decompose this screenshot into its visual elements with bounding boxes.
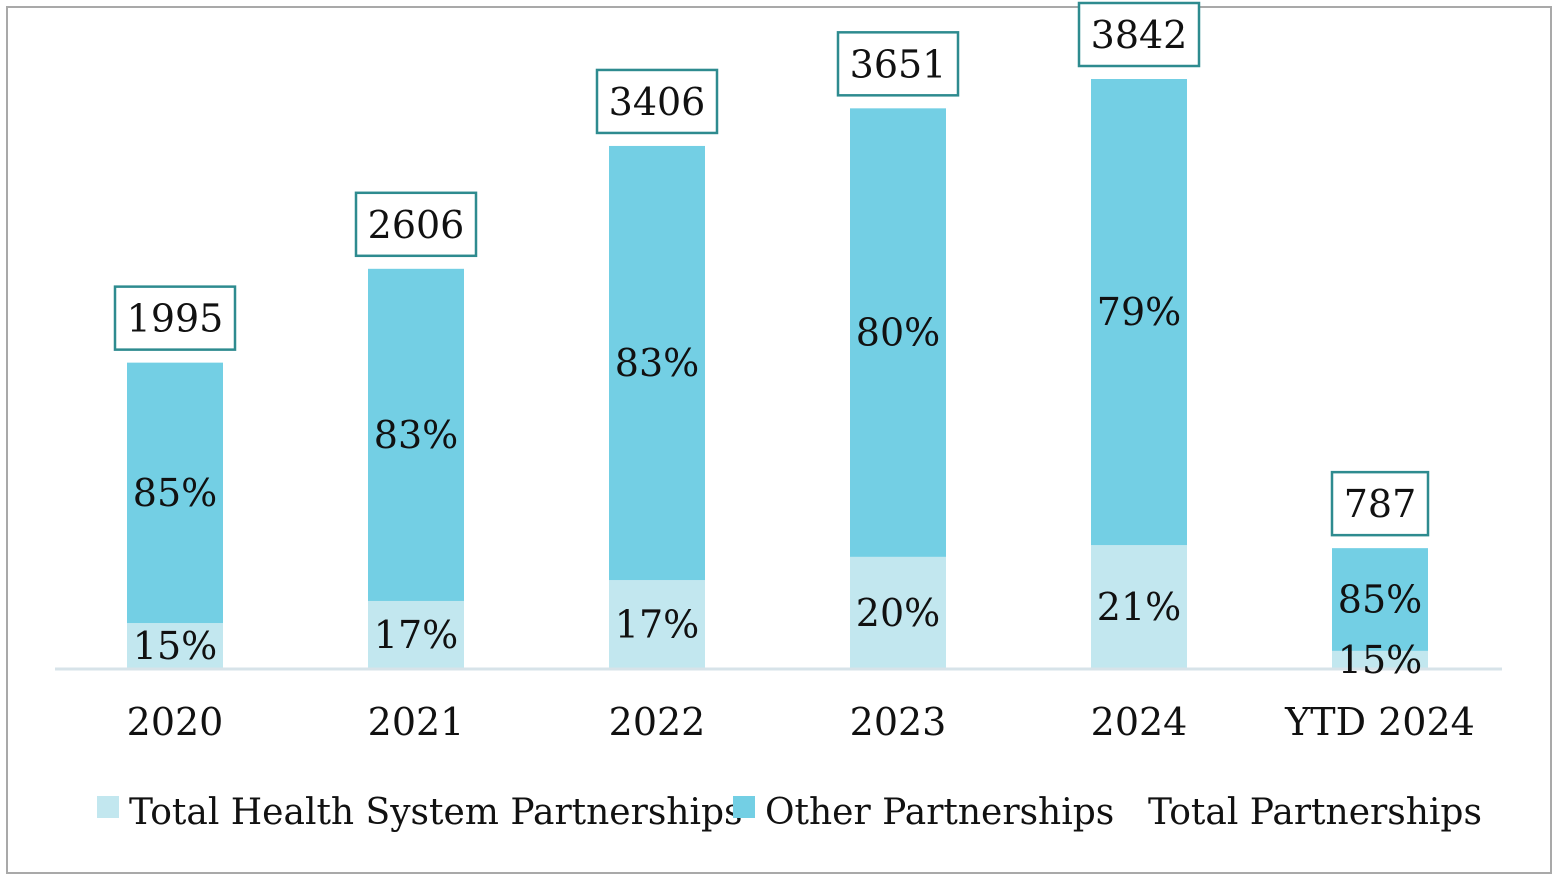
total-box-5 <box>1330 470 1430 537</box>
bar-health-segment-2 <box>609 580 705 669</box>
bar-other-segment-4 <box>1091 79 1187 546</box>
health-percent-label-0: 15% <box>133 624 217 668</box>
other-percent-label-2: 83% <box>615 341 699 385</box>
bar-health-segment-0 <box>127 623 223 669</box>
x-tick-label-4: 2024 <box>1091 700 1188 744</box>
health-percent-label-5: 15% <box>1338 638 1422 682</box>
legend-label-total: Total Partnerships <box>1148 792 1482 833</box>
legend-swatch-other <box>733 796 755 818</box>
bar-other-segment-2 <box>609 145 705 581</box>
bar-other-segment-3 <box>850 108 946 557</box>
legend-swatch-health <box>97 796 119 818</box>
other-percent-label-1: 83% <box>374 413 458 457</box>
other-percent-label-0: 85% <box>133 471 217 515</box>
x-tick-label-5: YTD 2024 <box>1284 700 1475 744</box>
total-box-2 <box>595 68 719 135</box>
health-percent-label-3: 20% <box>856 591 940 635</box>
bar-other-segment-0 <box>127 362 223 624</box>
chart-frame <box>6 6 1552 874</box>
health-percent-label-1: 17% <box>374 613 458 657</box>
health-percent-label-4: 21% <box>1097 585 1181 629</box>
legend-label-other: Other Partnerships <box>765 792 1114 833</box>
x-tick-label-2: 2022 <box>609 700 706 744</box>
bar-health-segment-3 <box>850 556 946 669</box>
x-tick-label-3: 2023 <box>850 700 947 744</box>
total-box-4 <box>1077 1 1201 68</box>
total-label-0: 1995 <box>127 297 224 341</box>
total-label-3: 3651 <box>850 42 947 86</box>
total-box-1 <box>354 191 478 258</box>
bars-layer <box>127 79 1428 669</box>
total-box-0 <box>113 285 237 351</box>
labels-layer: 15% 85% 1995 2020 17% 83% 2606 2021 17% 83% 3406 20… <box>113 1 1475 744</box>
legend: Total Health System Partnerships Other Pa… <box>97 792 1482 833</box>
total-label-1: 2606 <box>368 203 465 247</box>
other-percent-label-5: 85% <box>1338 578 1422 622</box>
total-label-4: 3842 <box>1091 13 1188 57</box>
x-tick-label-0: 2020 <box>127 700 224 744</box>
bar-other-segment-1 <box>368 268 464 601</box>
bar-other-segment-5 <box>1332 548 1428 651</box>
other-percent-label-3: 80% <box>856 311 940 355</box>
other-percent-label-4: 79% <box>1097 290 1181 334</box>
total-label-2: 3406 <box>609 80 706 124</box>
health-percent-label-2: 17% <box>615 603 699 647</box>
bar-health-segment-5 <box>1332 650 1428 669</box>
bar-health-segment-4 <box>1091 545 1187 669</box>
legend-label-health: Total Health System Partnerships <box>129 792 743 833</box>
total-box-3 <box>836 31 960 97</box>
total-label-5: 787 <box>1344 482 1417 526</box>
bar-health-segment-1 <box>368 600 464 669</box>
x-tick-label-1: 2021 <box>368 700 465 744</box>
